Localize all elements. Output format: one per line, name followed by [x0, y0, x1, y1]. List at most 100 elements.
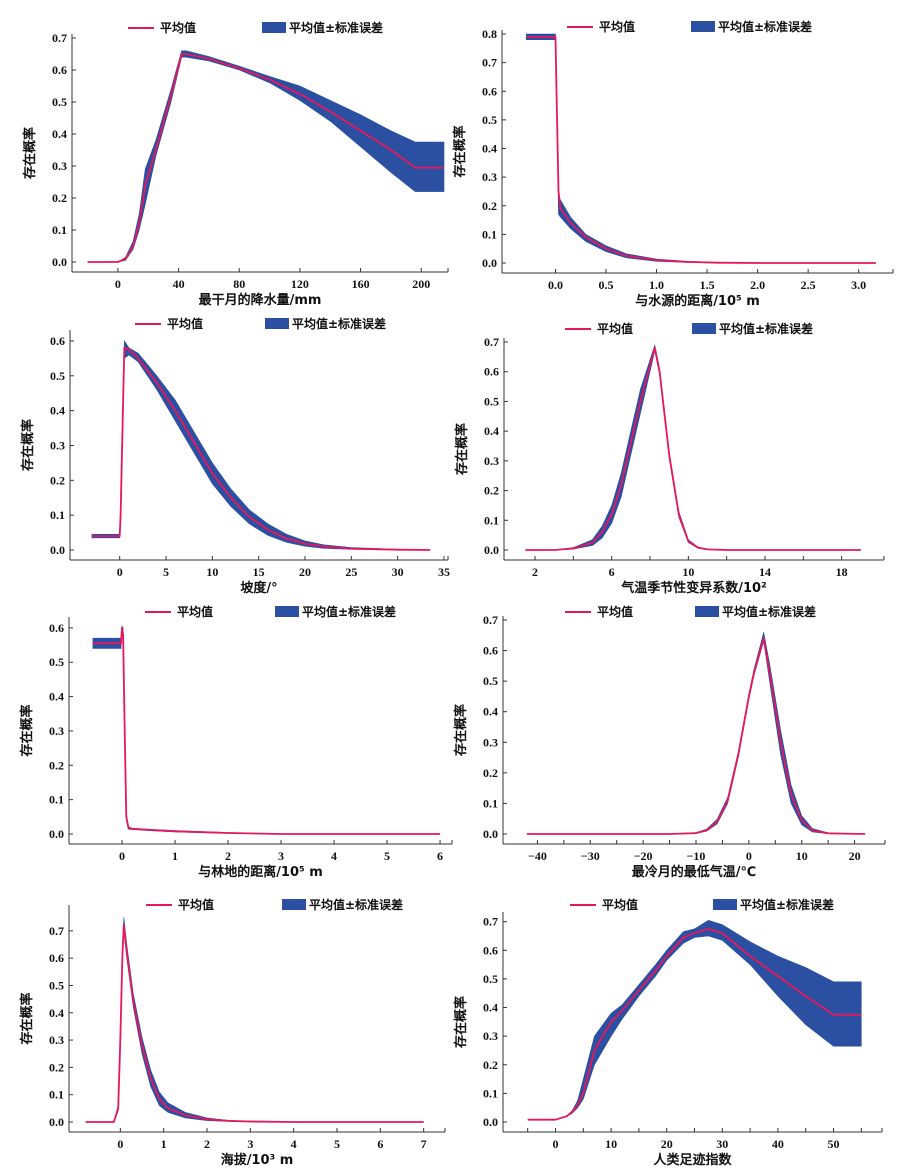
- legend: 平均值 平均值±标准误差: [135, 316, 386, 331]
- error-band: [87, 50, 445, 263]
- y-tick-label: 0.5: [50, 369, 65, 383]
- x-tick-label: −10: [687, 849, 706, 863]
- x-tick-label: 80: [233, 277, 245, 291]
- x-tick-label: 40: [173, 277, 185, 291]
- y-tick-label: 0.5: [52, 95, 67, 109]
- legend-band-label: 平均值±标准误差: [302, 604, 396, 619]
- x-axis-title: 人类足迹指数: [653, 1152, 732, 1168]
- y-tick-label: 0.6: [49, 951, 64, 965]
- x-tick-label: 1: [172, 849, 178, 863]
- y-tick-label: 0.6: [50, 334, 65, 348]
- legend-band-swatch: [265, 318, 289, 329]
- legend-mean-label: 平均值: [177, 604, 213, 619]
- x-tick-label: 0: [117, 1137, 123, 1151]
- y-tick-label: 0.3: [483, 735, 498, 749]
- x-tick-label: 6: [609, 565, 615, 579]
- y-tick-label: 0.7: [49, 924, 64, 938]
- panel-precip-driest-month: 平均值 平均值±标准误差 0.0 0.1 0.2 0.3 0.4 0.5 0.6 0.7 0 40 80…: [0, 0, 452, 308]
- y-tick-label: 0.8: [482, 27, 497, 41]
- y-tick-label: 0.1: [483, 1086, 498, 1100]
- x-tick-label: 200: [412, 277, 430, 291]
- mean-line: [527, 928, 862, 1121]
- chart-svg: 平均值 平均值±标准误差 0.0 0.1 0.2 0.3 0.4 0.5 0.6 0.7 0 40 80…: [22, 20, 449, 308]
- y-tick-label: 0.2: [484, 484, 499, 498]
- legend-band-label: 平均值±标准误差: [289, 20, 383, 35]
- y-tick-label: 0.0: [49, 1115, 64, 1129]
- x-axis-title: 坡度/°: [240, 580, 277, 596]
- chart-svg: 平均值 平均值±标准误差 0.0 0.1 0.2 0.3 0.4 0.5 0.6 0.7 2 6 10 1…: [454, 321, 885, 596]
- y-tick-label: 0.5: [483, 674, 498, 688]
- legend: 平均值 平均值±标准误差: [146, 897, 403, 912]
- y-tick-label: 0.0: [49, 827, 64, 841]
- x-tick-label: 2.0: [750, 278, 765, 292]
- legend-band-swatch: [282, 899, 306, 910]
- y-axis-title: 存在概率: [454, 423, 470, 475]
- x-tick-label: 25: [345, 565, 357, 579]
- y-tick-label: 0.2: [483, 1058, 498, 1072]
- x-tick-label: 1.5: [700, 278, 715, 292]
- error-band: [525, 33, 876, 264]
- y-axis-title: 存在概率: [19, 704, 35, 756]
- x-tick-label: 50: [828, 1137, 840, 1151]
- y-tick-label: 0.1: [49, 1088, 64, 1102]
- legend-band-swatch: [695, 606, 719, 617]
- y-tick-label: 0.4: [50, 404, 65, 418]
- chart-svg: 平均值 平均值±标准误差 0.0 0.1 0.2 0.3 0.4 0.5 0.6 0.7 0 1 2 3 4…: [19, 897, 446, 1168]
- y-tick-label: 0.5: [482, 113, 497, 127]
- y-tick-label: 0.7: [484, 335, 499, 349]
- y-axis-title: 存在概率: [22, 127, 38, 179]
- panel-distance-to-water: 平均值 平均值±标准误差 0.0 0.1 0.2 0.3 0.4 0.5 0.6 0.7 0.8 0.…: [452, 0, 904, 309]
- y-axis-title: 存在概率: [20, 419, 36, 471]
- x-tick-label: 40: [772, 1137, 784, 1151]
- y-tick-label: 0.5: [49, 655, 64, 669]
- x-axis-title: 与水源的距离/10⁵ m: [635, 293, 760, 309]
- legend-mean-label: 平均值: [160, 20, 196, 35]
- y-tick-label: 0.0: [483, 827, 498, 841]
- legend-mean-label: 平均值: [178, 897, 214, 912]
- y-tick-label: 0.3: [49, 1033, 64, 1047]
- y-tick-label: 0.4: [482, 142, 497, 156]
- legend-band-label: 平均值±标准误差: [740, 897, 834, 912]
- legend-mean-label: 平均值: [602, 897, 638, 912]
- y-tick-label: 0.2: [50, 473, 65, 487]
- y-tick-label: 0.1: [50, 508, 65, 522]
- x-tick-label: 5: [384, 849, 390, 863]
- y-tick-label: 0.6: [483, 644, 498, 658]
- x-tick-label: 6: [377, 1137, 383, 1151]
- y-tick-label: 0.4: [49, 1006, 64, 1020]
- x-tick-label: −20: [634, 849, 653, 863]
- x-tick-label: 5: [163, 565, 169, 579]
- legend-band-label: 平均值±标准误差: [309, 897, 403, 912]
- y-tick-label: 0.0: [50, 543, 65, 557]
- error-band: [525, 343, 861, 551]
- x-tick-label: 0.5: [599, 278, 614, 292]
- y-tick-label: 0.7: [482, 56, 497, 70]
- x-tick-label: 7: [421, 1137, 427, 1151]
- y-tick-label: 0.3: [483, 1029, 498, 1043]
- x-tick-label: 0: [117, 565, 123, 579]
- x-tick-label: −30: [581, 849, 600, 863]
- y-tick-label: 0.5: [484, 394, 499, 408]
- x-tick-label: 20: [849, 849, 861, 863]
- y-tick-label: 0.1: [482, 227, 497, 241]
- chart-svg: 平均值 平均值±标准误差 0.0 0.1 0.2 0.3 0.4 0.5 0.6 0.7 0 10 20…: [453, 897, 883, 1168]
- x-tick-label: 1: [161, 1137, 167, 1151]
- x-axis-title: 海拔/10³ m: [221, 1152, 294, 1168]
- x-tick-label: −40: [528, 849, 547, 863]
- y-tick-label: 0.5: [49, 978, 64, 992]
- legend: 平均值 平均值±标准误差: [570, 897, 834, 912]
- y-axis-title: 存在概率: [19, 992, 35, 1044]
- x-tick-label: 20: [661, 1137, 673, 1151]
- y-tick-label: 0.3: [482, 170, 497, 184]
- chart-svg: 平均值 平均值±标准误差 0.0 0.1 0.2 0.3 0.4 0.5 0.6 0 1 2 3 4 5 6 与…: [19, 604, 453, 880]
- y-tick-label: 0.4: [483, 1001, 498, 1015]
- x-tick-label: 4: [291, 1137, 297, 1151]
- legend: 平均值 平均值±标准误差: [565, 604, 816, 619]
- y-tick-label: 0.1: [483, 796, 498, 810]
- x-tick-label: 0: [119, 849, 125, 863]
- legend: 平均值 平均值±标准误差: [565, 321, 813, 336]
- y-tick-label: 0.7: [483, 613, 498, 627]
- x-tick-label: 120: [291, 277, 309, 291]
- chart-svg: 平均值 平均值±标准误差 0.0 0.1 0.2 0.3 0.4 0.5 0.6 0.7 0.8 0.…: [452, 19, 894, 309]
- x-tick-label: 15: [253, 565, 265, 579]
